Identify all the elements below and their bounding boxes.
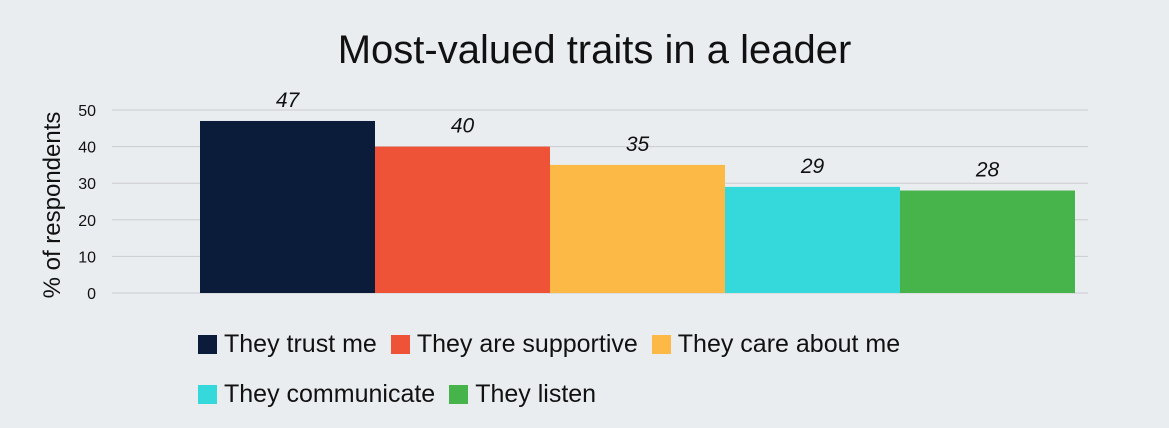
legend-item: They listen [449,380,596,409]
legend-swatch [198,384,217,404]
data-label: 35 [626,133,650,156]
legend-label: They communicate [224,379,436,408]
legend-swatch [651,334,671,354]
bar [725,186,900,293]
legend-item: They care about me [651,329,901,359]
bars [200,120,1075,293]
legend: They trust me They are supportive They car… [198,325,1048,425]
legend-label: They are supportive [416,329,638,358]
legend-item: They communicate [198,380,435,409]
legend-row: They trust me They are supportive They car… [198,325,1048,363]
y-tick-label: 0 [87,286,96,303]
legend-label: They trust me [224,329,377,358]
legend-item: They trust me [198,330,377,359]
data-label: 40 [451,115,475,138]
y-tick-label: 20 [78,213,96,230]
y-tick-label: 40 [78,140,96,157]
legend-swatch [198,334,217,354]
y-tick-labels: 0 10 20 30 40 50 [78,103,96,303]
data-label: 28 [975,159,1000,182]
y-tick-label: 50 [78,103,96,120]
y-tick-label: 10 [78,249,96,266]
data-label: 47 [276,89,301,112]
bar [200,120,375,293]
legend-label: They care about me [677,329,901,358]
bar [550,164,725,293]
chart-title: Most-valued traits in a leader [337,28,852,72]
legend-item: They are supportive [390,329,638,359]
data-label: 29 [800,155,825,178]
bar [375,146,550,293]
data-labels: 47 40 35 29 28 [276,89,1000,182]
legend-label: They listen [475,379,597,408]
bar [900,190,1075,293]
y-tick-label: 30 [78,176,96,193]
legend-swatch [449,384,469,404]
legend-row: They communicate They listen [198,375,1048,413]
legend-swatch [390,334,410,354]
